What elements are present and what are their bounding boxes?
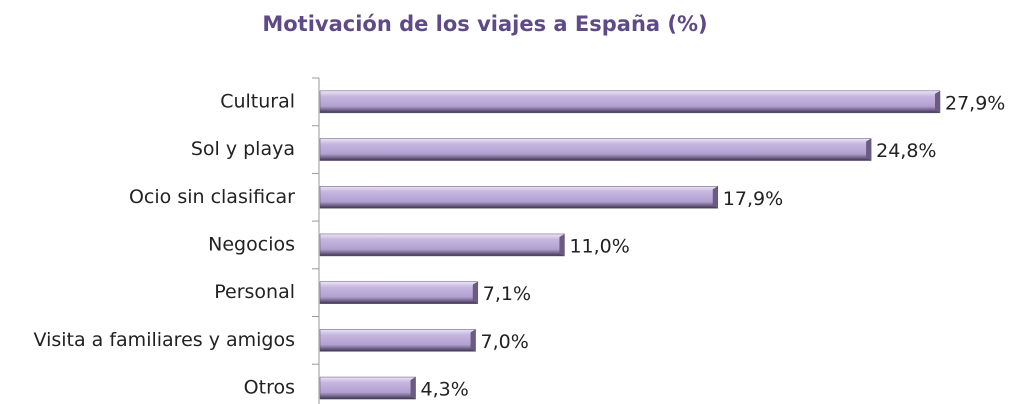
y-tick-label: Otros — [244, 377, 295, 399]
bar — [319, 233, 565, 257]
value-label: 7,0% — [481, 331, 529, 353]
bar-cap — [470, 329, 476, 352]
value-label: 27,9% — [945, 92, 1005, 114]
bar — [319, 376, 416, 400]
value-label: 7,1% — [483, 283, 531, 305]
y-tick-label: Cultural — [220, 90, 295, 112]
value-label: 11,0% — [569, 235, 629, 257]
bar-cap — [559, 233, 565, 256]
bar — [319, 281, 479, 304]
y-tick-label: Sol y playa — [191, 138, 295, 160]
y-tick-label: Negocios — [208, 233, 295, 255]
bar-cap — [712, 186, 718, 209]
bar — [319, 90, 941, 114]
bar-cap — [472, 281, 478, 304]
value-label: 17,9% — [723, 188, 783, 210]
bar — [319, 138, 872, 161]
chart-title: Motivación de los viajes a España (%) — [262, 12, 707, 36]
value-label: 24,8% — [876, 140, 936, 162]
y-tick-label: Ocio sin clasificar — [129, 186, 295, 208]
bar — [319, 329, 476, 352]
bar-cap — [866, 138, 872, 161]
bar — [319, 186, 719, 209]
y-tick-label: Visita a familiares y amigos — [34, 329, 296, 351]
value-label: 4,3% — [421, 379, 469, 401]
bar-cap — [935, 90, 940, 113]
y-tick-label: Personal — [214, 281, 295, 303]
bar-cap — [410, 377, 416, 400]
